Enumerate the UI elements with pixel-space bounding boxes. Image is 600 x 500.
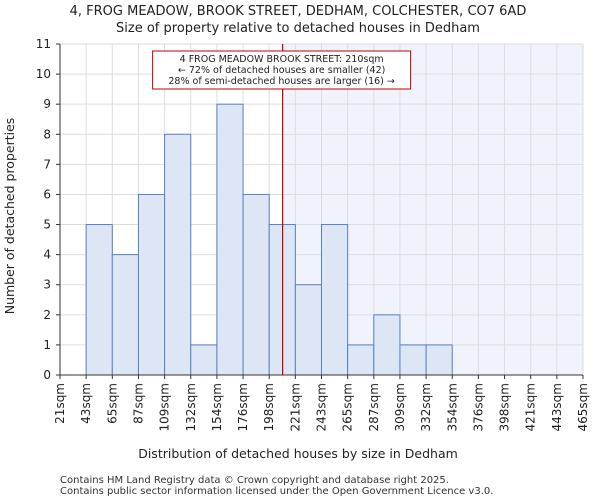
x-axis-label: Distribution of detached houses by size …	[138, 446, 458, 461]
y-axis-label: Number of detached properties	[2, 118, 17, 315]
histogram-bar	[321, 224, 349, 376]
x-tick-label: 132sqm	[184, 383, 198, 431]
x-tick-label: 465sqm	[576, 383, 590, 431]
x-tick-label: 309sqm	[393, 383, 407, 431]
x-tick-label: 332sqm	[419, 383, 433, 431]
footer-line1: Contains HM Land Registry data © Crown c…	[60, 475, 449, 486]
y-tick-label: 4	[43, 248, 51, 262]
x-tick-label: 398sqm	[498, 383, 512, 431]
histogram-bar	[216, 103, 244, 376]
annotation-line2: ← 72% of detached houses are smaller (42…	[178, 65, 385, 76]
x-tick-label: 376sqm	[471, 383, 485, 431]
x-tick-label: 176sqm	[236, 383, 250, 431]
chart-title-line2: Size of property relative to detached ho…	[116, 21, 480, 36]
x-tick-label: 354sqm	[445, 383, 459, 431]
annotation-box	[152, 50, 412, 90]
x-tick-label: 243sqm	[315, 383, 329, 431]
x-tick-label: 87sqm	[131, 383, 145, 424]
y-tick-label: 3	[43, 278, 51, 292]
histogram-bar	[425, 344, 453, 376]
y-tick-label: 2	[43, 308, 51, 322]
y-tick-label: 11	[36, 37, 51, 51]
histogram-bar	[111, 254, 139, 376]
histogram-bar	[242, 193, 270, 376]
histogram-bar	[399, 344, 427, 376]
y-tick-label: 6	[43, 187, 51, 201]
plot-area: 0 1 2 3 4 5 6 7 8 9 10 11 21sqm 43sqm 65sqm 87sqm 109sqm…	[36, 37, 590, 431]
histogram-bar	[294, 284, 323, 376]
annotation-line3: 28% of semi-detached houses are larger (…	[168, 76, 395, 87]
y-tick-label: 9	[43, 97, 51, 111]
x-tick-label: 43sqm	[79, 383, 93, 424]
histogram-bar	[137, 193, 166, 376]
chart-title-line1: 4, FROG MEADOW, BROOK STREET, DEDHAM, CO…	[70, 4, 527, 19]
x-tick-label: 109sqm	[158, 383, 172, 431]
y-tick-label: 10	[36, 67, 51, 81]
y-tick-label: 8	[43, 127, 51, 141]
histogram-bar	[190, 344, 218, 376]
x-tick-label: 443sqm	[550, 383, 564, 431]
histogram-bar	[85, 224, 113, 376]
x-tick-label: 21sqm	[53, 383, 67, 424]
y-tick-label: 0	[43, 368, 51, 382]
x-tick-label: 287sqm	[367, 383, 381, 431]
x-tick-label: 65sqm	[105, 383, 119, 424]
histogram-bar	[164, 133, 192, 376]
x-tick-label: 154sqm	[210, 383, 224, 431]
y-tick-label: 1	[43, 338, 51, 352]
x-tick-label: 265sqm	[341, 383, 355, 431]
footer-line2: Contains public sector information licen…	[60, 486, 493, 497]
x-tick-label: 198sqm	[262, 383, 276, 431]
x-tick-label: 421sqm	[524, 383, 538, 431]
y-tick-label: 5	[43, 218, 51, 232]
histogram-bar	[347, 344, 375, 376]
histogram-bar	[373, 314, 401, 376]
y-tick-label: 7	[43, 157, 51, 171]
x-tick-label: 221sqm	[288, 383, 302, 431]
annotation-line1: 4 FROG MEADOW BROOK STREET: 210sqm	[180, 54, 384, 65]
